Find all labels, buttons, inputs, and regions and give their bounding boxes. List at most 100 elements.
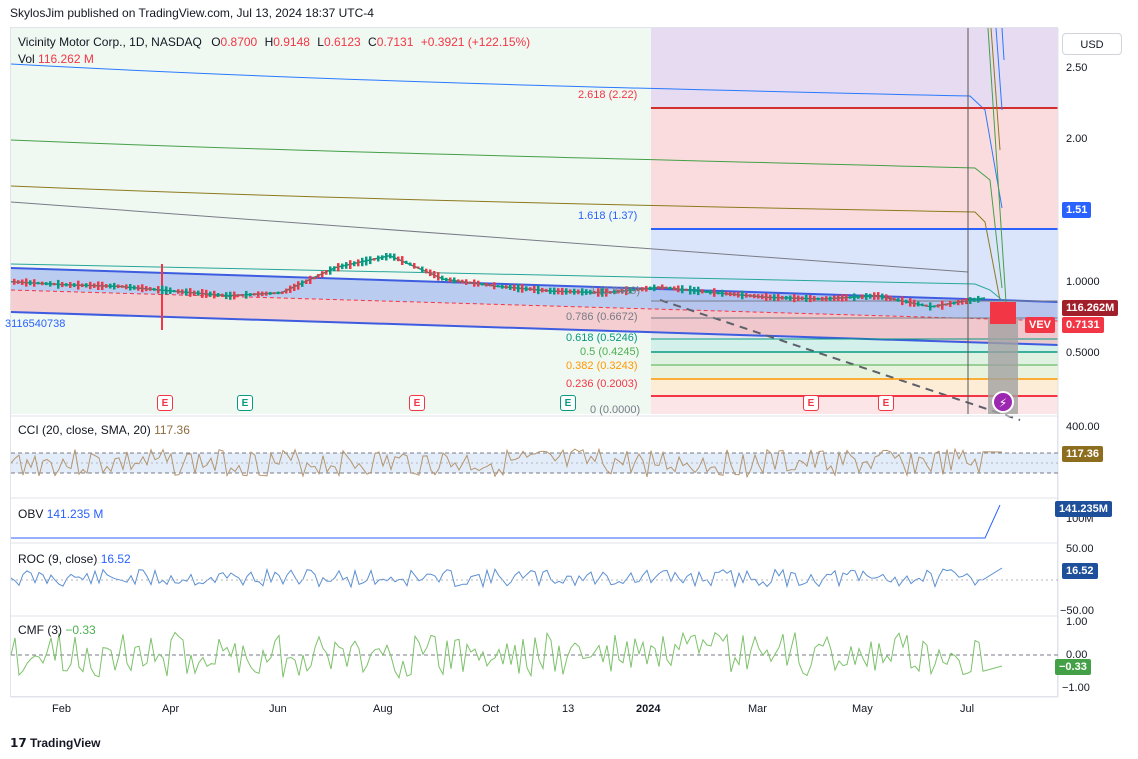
candle bbox=[189, 288, 192, 297]
candle bbox=[529, 287, 532, 291]
candle bbox=[49, 281, 52, 287]
candle bbox=[41, 281, 44, 286]
price-scale-label: 2.00 bbox=[1066, 133, 1088, 145]
candle bbox=[73, 283, 76, 288]
cci-legend[interactable]: CCI (20, close, SMA, 20) 117.36 bbox=[18, 423, 190, 437]
fib-zone-red-top bbox=[651, 108, 1058, 229]
candle bbox=[177, 289, 180, 294]
candle bbox=[37, 281, 40, 285]
volume-legend[interactable]: Vol 116.262 M bbox=[18, 52, 94, 66]
steep-line-a bbox=[987, 27, 1007, 303]
roc-line bbox=[10, 567, 1003, 589]
earnings-badge[interactable]: E bbox=[878, 395, 894, 411]
cmf-scale-label: −1.00 bbox=[1062, 682, 1090, 694]
candle bbox=[349, 260, 352, 269]
candle bbox=[697, 286, 700, 296]
main-pane-bg-green bbox=[11, 28, 651, 414]
candle bbox=[249, 293, 252, 297]
candle bbox=[345, 262, 348, 269]
time-axis-label: 13 bbox=[562, 703, 575, 715]
candle bbox=[581, 288, 584, 296]
fib-zone-blue bbox=[651, 229, 1058, 301]
candle bbox=[925, 304, 928, 307]
earnings-badge[interactable]: E bbox=[560, 395, 576, 411]
candle bbox=[737, 291, 740, 298]
candle bbox=[977, 295, 980, 303]
candle bbox=[77, 280, 80, 290]
ticker-badge: VEV bbox=[1025, 317, 1056, 333]
roc-legend[interactable]: ROC (9, close) 16.52 bbox=[18, 552, 131, 566]
trend-line-olive bbox=[10, 185, 1001, 301]
candle bbox=[677, 285, 680, 293]
cmf-line bbox=[10, 631, 1003, 680]
candle bbox=[45, 282, 48, 286]
symbol-legend[interactable]: Vicinity Motor Corp., 1D, NASDAQ O0.8700… bbox=[18, 35, 531, 49]
candle bbox=[109, 283, 112, 289]
candle bbox=[885, 294, 888, 301]
candle bbox=[973, 297, 976, 302]
candle bbox=[969, 297, 972, 304]
candle bbox=[273, 292, 276, 295]
candle bbox=[53, 282, 56, 286]
candle bbox=[341, 263, 344, 270]
earnings-badge[interactable]: E bbox=[803, 395, 819, 411]
candle bbox=[13, 278, 16, 285]
candle bbox=[553, 287, 556, 295]
candle bbox=[157, 286, 160, 294]
candle bbox=[833, 295, 836, 302]
candle bbox=[941, 300, 944, 310]
candle bbox=[593, 290, 596, 294]
cmf-legend[interactable]: CMF (3) −0.33 bbox=[18, 623, 96, 637]
candle bbox=[125, 284, 128, 290]
cci-badge: 117.36 bbox=[1062, 446, 1104, 462]
currency-selector[interactable]: USD bbox=[1062, 33, 1122, 55]
candle bbox=[385, 253, 388, 261]
candle bbox=[213, 290, 216, 299]
fib-label-0236: 0.236 (0.2003) bbox=[566, 378, 638, 390]
candle bbox=[369, 256, 372, 265]
candle bbox=[701, 289, 704, 294]
candle bbox=[357, 259, 360, 267]
candle bbox=[269, 291, 272, 295]
candle bbox=[417, 266, 420, 269]
cmf-scale-label: 0.00 bbox=[1066, 649, 1088, 661]
high-value: 0.9148 bbox=[273, 35, 310, 49]
candle bbox=[621, 288, 624, 294]
tradingview-logo[interactable]: 𝟭𝟳 TradingView bbox=[10, 736, 101, 750]
candle bbox=[865, 293, 868, 300]
earnings-badge[interactable]: E bbox=[157, 395, 173, 411]
candle bbox=[317, 274, 320, 279]
candle bbox=[429, 269, 432, 277]
candle bbox=[845, 294, 848, 302]
candle bbox=[789, 295, 792, 301]
candle bbox=[829, 296, 832, 301]
candle bbox=[801, 296, 804, 301]
candle bbox=[645, 285, 648, 292]
candle bbox=[705, 290, 708, 293]
candle bbox=[441, 275, 444, 281]
candle bbox=[981, 297, 984, 300]
lightning-glyph: ⚡ bbox=[999, 396, 1007, 410]
candle bbox=[117, 284, 120, 289]
time-axis-label: Feb bbox=[52, 703, 71, 715]
candle bbox=[133, 285, 136, 290]
candle bbox=[445, 277, 448, 281]
earnings-badge[interactable]: E bbox=[409, 395, 425, 411]
candle bbox=[669, 286, 672, 290]
candle bbox=[681, 285, 684, 294]
fib-label-2618: 2.618 (2.22) bbox=[578, 89, 638, 101]
candle bbox=[649, 286, 652, 291]
earnings-badge[interactable]: E bbox=[237, 395, 253, 411]
candle bbox=[849, 296, 852, 299]
candle bbox=[729, 291, 732, 297]
fib-1618-price-badge: 1.51 bbox=[1062, 202, 1092, 218]
candle bbox=[785, 296, 788, 300]
candle bbox=[937, 304, 940, 308]
obv-legend[interactable]: OBV 141.235 M bbox=[18, 507, 104, 521]
trend-line-blue bbox=[10, 63, 1003, 209]
candle bbox=[585, 289, 588, 295]
candle bbox=[521, 284, 524, 293]
candle bbox=[361, 257, 364, 267]
fib-label-1618: 1.618 (1.37) bbox=[578, 210, 638, 222]
